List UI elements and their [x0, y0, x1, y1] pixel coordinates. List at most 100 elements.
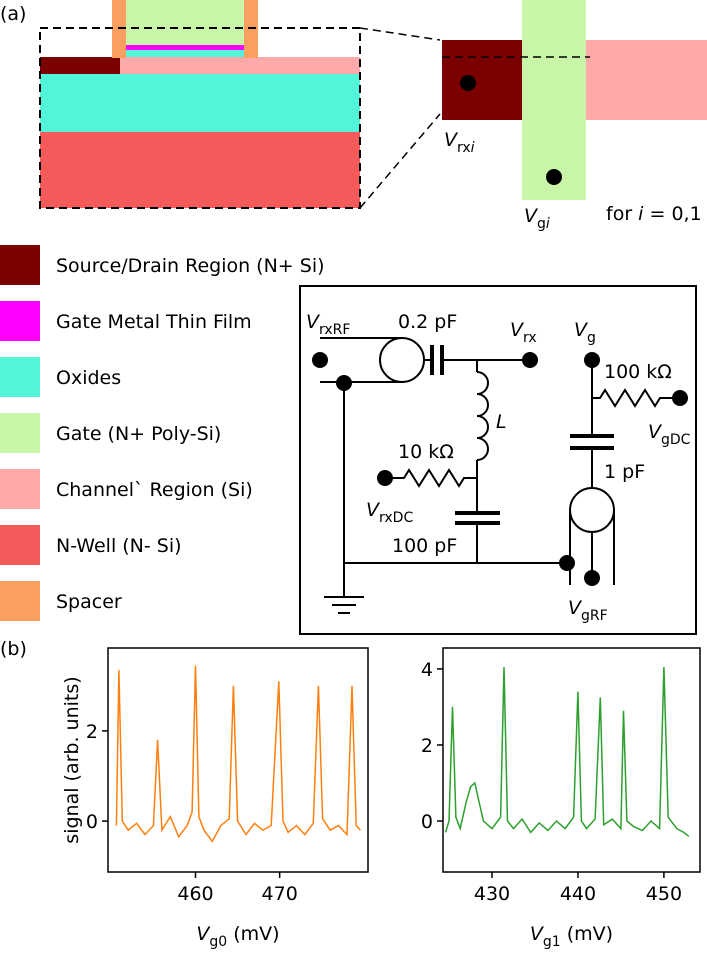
- panel-label: (a): [0, 3, 26, 25]
- plot-frame: [107, 647, 369, 873]
- gate-oxide: [126, 50, 244, 57]
- gate-metal: [126, 45, 244, 50]
- panel-label: (b): [0, 638, 27, 660]
- terminal: [559, 555, 575, 571]
- subscript: g0: [209, 934, 227, 950]
- y-axis-label: signal (arb. units): [61, 676, 83, 843]
- legend-label: Gate Metal Thin Film: [56, 311, 252, 333]
- plot-frame: [442, 647, 701, 873]
- y-tick-label: 4: [421, 659, 433, 681]
- x-axis-label: Vg0 (mV): [196, 923, 279, 950]
- label: 10 kΩ: [398, 441, 454, 463]
- subscript: i: [546, 216, 550, 232]
- terminal: [522, 352, 538, 368]
- legend-label: Gate (N+ Poly-Si): [56, 423, 221, 445]
- y-tick-label: 2: [86, 721, 98, 743]
- contact: [460, 75, 476, 91]
- subscript: i: [471, 140, 475, 156]
- note: for i = 0,1: [606, 203, 702, 225]
- n-well: [40, 132, 360, 208]
- legend-swatch: [0, 357, 40, 397]
- text: = 0,1: [650, 203, 702, 225]
- symbol: V: [366, 499, 381, 521]
- terminal: [377, 470, 393, 486]
- x-tick-label: 460: [177, 883, 213, 905]
- terminal: [672, 390, 688, 406]
- capacitor: [430, 345, 614, 525]
- zoom-line: [359, 113, 441, 209]
- label: L: [496, 411, 507, 433]
- zoom-line: [359, 27, 441, 41]
- label: 100 kΩ: [604, 361, 672, 383]
- symbol: V: [196, 923, 211, 945]
- legend-swatch: [0, 413, 40, 453]
- subscript: gRF: [581, 608, 608, 624]
- legend-swatch: [0, 301, 40, 341]
- legend-label: Source/Drain Region (N+ Si): [56, 255, 325, 277]
- y-tick-label: 2: [421, 735, 433, 757]
- circuit-frame: [299, 285, 697, 635]
- zoom-box: [39, 27, 361, 209]
- symbol: V: [568, 597, 583, 619]
- signal-line: [115, 665, 361, 843]
- top-view: Vrxi Vgi for i = 0,1: [442, 0, 707, 232]
- terminal: [312, 352, 328, 368]
- unit: (mV): [233, 923, 279, 945]
- y-tick-label: 0: [86, 811, 98, 833]
- cross-section: [39, 0, 441, 209]
- subscript: rx: [457, 140, 471, 156]
- coax: [379, 337, 425, 383]
- label: VgDC: [648, 421, 691, 448]
- circuit: VrxRF 0.2 pF Vrx Vg 100 kΩ L VgDC 10 kΩ …: [299, 285, 697, 635]
- symbol: V: [510, 319, 525, 341]
- unit: (mV): [567, 923, 613, 945]
- legend-label: Oxides: [56, 367, 121, 389]
- y-tick-label: 0: [421, 811, 433, 833]
- label: Vg: [574, 319, 596, 346]
- label: 100 pF: [392, 535, 457, 557]
- legend-swatch: [0, 245, 40, 285]
- terminal: [336, 375, 352, 391]
- symbol: V: [524, 205, 539, 227]
- source-drain: [40, 57, 120, 74]
- label: 1 pF: [604, 461, 645, 483]
- channel: [120, 57, 360, 74]
- channel: [586, 40, 707, 120]
- oxide: [40, 74, 360, 132]
- x-tick-label: 450: [646, 883, 682, 905]
- legend-label: Spacer: [56, 591, 122, 613]
- text: for: [606, 203, 632, 225]
- source-drain: [442, 40, 522, 120]
- label: Vrx: [510, 319, 537, 346]
- signal-line: [444, 666, 690, 837]
- label: VrxDC: [366, 499, 413, 526]
- legend-swatch: [0, 581, 40, 621]
- wires: [320, 337, 680, 614]
- label: Vgi: [524, 205, 550, 232]
- terminal: [584, 352, 600, 368]
- symbol: V: [574, 319, 589, 341]
- text: i: [638, 203, 644, 225]
- symbol: V: [444, 129, 459, 151]
- subscript: rxDC: [379, 510, 413, 526]
- legend: Source/Drain Region (N+ Si) Gate Metal Th…: [0, 245, 325, 621]
- subscript: g1: [543, 934, 561, 950]
- symbol: V: [530, 923, 545, 945]
- subscript: rx: [523, 330, 537, 346]
- coax: [569, 487, 615, 533]
- gate: [126, 0, 244, 45]
- legend-swatch: [0, 469, 40, 509]
- subscript: gDC: [661, 432, 691, 448]
- legend-label: Channel` Region (Si): [56, 479, 253, 501]
- x-axis-label: Vg1 (mV): [530, 923, 613, 950]
- subscript: rxRF: [319, 322, 350, 338]
- label: VgRF: [568, 597, 608, 624]
- label: 0.2 pF: [398, 311, 457, 333]
- gate: [522, 0, 586, 200]
- terminals: [312, 352, 688, 586]
- subscript: g: [587, 330, 596, 346]
- legend-swatch: [0, 525, 40, 565]
- terminal: [584, 570, 600, 586]
- label: Vrxi: [444, 129, 475, 156]
